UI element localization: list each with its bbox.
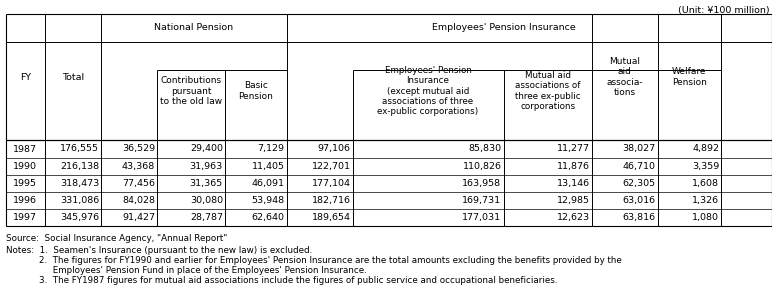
Text: 13,146: 13,146 [557, 179, 590, 188]
Text: 31,365: 31,365 [190, 179, 223, 188]
Text: Source:  Social Insurance Agency, "Annual Report": Source: Social Insurance Agency, "Annual… [6, 234, 228, 243]
Text: 43,368: 43,368 [122, 162, 155, 171]
Text: 62,305: 62,305 [622, 179, 655, 188]
Text: 163,958: 163,958 [462, 179, 502, 188]
Text: 110,826: 110,826 [462, 162, 502, 171]
Text: 177,104: 177,104 [312, 179, 350, 188]
Text: Mutual
aid
associa-
tions: Mutual aid associa- tions [606, 57, 643, 97]
Text: 1995: 1995 [13, 179, 37, 188]
Text: 3,359: 3,359 [692, 162, 720, 171]
Text: 84,028: 84,028 [122, 196, 155, 205]
Text: National Pension: National Pension [154, 24, 234, 32]
Text: Welfare
Pension: Welfare Pension [672, 67, 707, 87]
Text: 182,716: 182,716 [312, 196, 350, 205]
Text: 62,640: 62,640 [252, 213, 285, 222]
Text: 97,106: 97,106 [317, 145, 350, 153]
Text: 63,016: 63,016 [622, 196, 655, 205]
Text: 11,876: 11,876 [557, 162, 590, 171]
Text: Basic
Pension: Basic Pension [239, 81, 273, 101]
Text: Employees' Pension Fund in place of the Employees' Pension Insurance.: Employees' Pension Fund in place of the … [6, 266, 367, 275]
Text: 1,080: 1,080 [692, 213, 720, 222]
Text: 28,787: 28,787 [190, 213, 223, 222]
Text: 7,129: 7,129 [258, 145, 285, 153]
Text: Contributions
pursuant
to the old law: Contributions pursuant to the old law [160, 76, 222, 106]
Text: 30,080: 30,080 [190, 196, 223, 205]
Text: 91,427: 91,427 [122, 213, 155, 222]
Text: (Unit: ¥100 million): (Unit: ¥100 million) [679, 5, 770, 15]
Text: 11,405: 11,405 [252, 162, 285, 171]
Text: 31,963: 31,963 [190, 162, 223, 171]
Text: 189,654: 189,654 [312, 213, 350, 222]
Text: 12,623: 12,623 [557, 213, 590, 222]
Text: 85,830: 85,830 [469, 145, 502, 153]
Text: 122,701: 122,701 [312, 162, 350, 171]
Text: 1987: 1987 [13, 145, 37, 153]
Text: Employees' Pension
Insurance
(except mutual aid
associations of three
ex-public : Employees' Pension Insurance (except mut… [378, 66, 479, 116]
Text: 12,985: 12,985 [557, 196, 590, 205]
Text: 1,326: 1,326 [692, 196, 720, 205]
Text: 216,138: 216,138 [60, 162, 100, 171]
Text: 318,473: 318,473 [60, 179, 100, 188]
Text: Notes:  1.  Seamen's Insurance (pursuant to the new law) is excluded.: Notes: 1. Seamen's Insurance (pursuant t… [6, 246, 313, 255]
Text: 1990: 1990 [13, 162, 37, 171]
Text: 177,031: 177,031 [462, 213, 502, 222]
Text: 1996: 1996 [13, 196, 37, 205]
Text: 1997: 1997 [13, 213, 37, 222]
Text: 38,027: 38,027 [622, 145, 655, 153]
Text: 63,816: 63,816 [622, 213, 655, 222]
Text: 2.  The figures for FY1990 and earlier for Employees' Pension Insurance are the : 2. The figures for FY1990 and earlier fo… [6, 256, 621, 265]
Text: Mutual aid
associations of
three ex-public
corporations: Mutual aid associations of three ex-publ… [515, 71, 581, 111]
Text: 77,456: 77,456 [122, 179, 155, 188]
Text: 46,091: 46,091 [252, 179, 285, 188]
Text: 169,731: 169,731 [462, 196, 502, 205]
Text: 29,400: 29,400 [190, 145, 223, 153]
Text: FY: FY [20, 72, 31, 81]
Text: Total: Total [62, 72, 84, 81]
Text: 11,277: 11,277 [557, 145, 590, 153]
Text: 36,529: 36,529 [122, 145, 155, 153]
Text: 4,892: 4,892 [692, 145, 720, 153]
Text: 1,608: 1,608 [692, 179, 720, 188]
Text: 331,086: 331,086 [60, 196, 100, 205]
Text: 345,976: 345,976 [60, 213, 100, 222]
Text: 3.  The FY1987 figures for mutual aid associations include the figures of public: 3. The FY1987 figures for mutual aid ass… [6, 276, 557, 285]
Text: 46,710: 46,710 [622, 162, 655, 171]
Text: 53,948: 53,948 [252, 196, 285, 205]
Text: Employees' Pension Insurance: Employees' Pension Insurance [432, 24, 576, 32]
Text: 176,555: 176,555 [60, 145, 100, 153]
